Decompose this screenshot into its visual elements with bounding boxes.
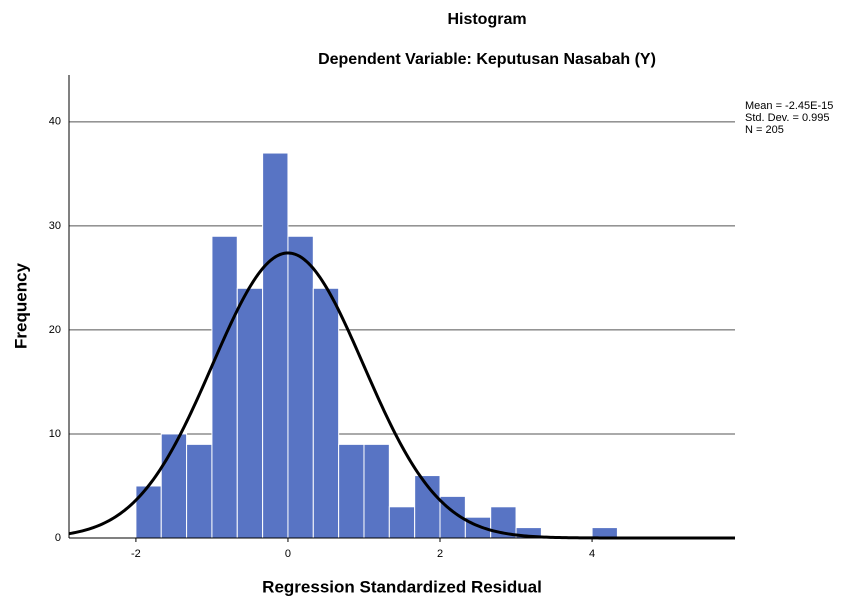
chart-subtitle: Dependent Variable: Keputusan Nasabah (Y…	[318, 51, 656, 68]
bar	[363, 443, 390, 539]
bar	[135, 485, 162, 539]
y-tick-label: 0	[55, 532, 61, 544]
bar	[312, 287, 340, 539]
stat-label: N = 205	[745, 124, 784, 136]
bar	[262, 152, 289, 539]
chart-title: Histogram	[447, 11, 526, 28]
stat-label: Mean = -2.45E-15	[745, 100, 833, 112]
stat-label: Std. Dev. = 0.995	[745, 112, 830, 124]
bar	[236, 287, 264, 539]
x-tick-label: 2	[437, 548, 443, 560]
y-tick-label: 20	[49, 324, 61, 336]
x-tick-label: -2	[131, 548, 141, 560]
y-tick-label: 40	[49, 116, 61, 128]
y-axis-label: Frequency	[11, 262, 30, 349]
bar	[211, 235, 238, 539]
bar	[338, 443, 365, 539]
x-tick-label: 4	[589, 548, 595, 560]
bar	[186, 443, 213, 539]
x-tick-label: 0	[285, 548, 291, 560]
bar	[388, 506, 416, 539]
y-tick-label: 30	[49, 220, 61, 232]
y-tick-label: 10	[49, 428, 61, 440]
bar	[287, 235, 314, 539]
x-axis-label: Regression Standardized Residual	[262, 577, 542, 596]
